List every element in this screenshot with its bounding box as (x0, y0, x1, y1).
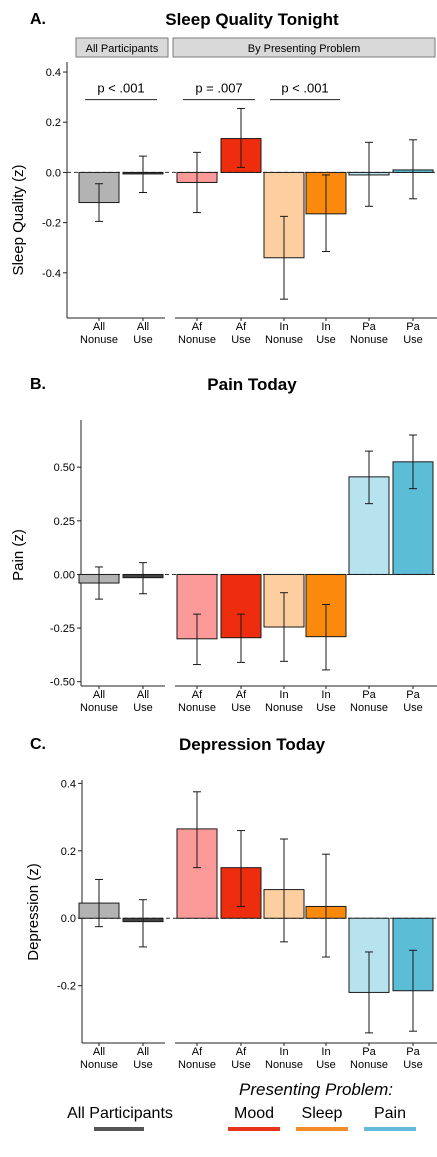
panel-a-x-label-in-nonuse-line1: In (279, 321, 288, 333)
panel-b-x-label-af-nonuse-line2: Nonuse (178, 702, 216, 714)
panel-a-y-tick-label: -0.2 (42, 218, 61, 230)
panel-b-x-label-all-nonuse-line2: Nonuse (80, 702, 118, 714)
legend-mood-swatch (228, 1127, 280, 1131)
panel-b-x-label-in-use-line1: In (321, 689, 330, 701)
panel-b-x-label-in-nonuse-line1: In (279, 689, 288, 701)
legend-mood-label: Mood (234, 1105, 274, 1122)
legend-all-participants-label: All Participants (67, 1105, 173, 1122)
panel-c-y-axis-label: Depression (z) (25, 863, 42, 961)
panel-a-y-tick-label: 0.2 (46, 117, 61, 129)
panel-b-x-label-af-use-line1: Af (236, 689, 247, 701)
panel-b-y-tick-label: 0.25 (54, 516, 75, 528)
panel-c-x-label-in-nonuse-line2: Nonuse (265, 1059, 303, 1071)
panel-a-x-label-all-use-line1: All (137, 321, 149, 333)
legend-sleep-label: Sleep (302, 1105, 343, 1122)
panel-c-x-label-all-nonuse-line1: All (93, 1046, 105, 1058)
panel-c-x-label-pa-nonuse-line1: Pa (362, 1046, 376, 1058)
panel-c-y-tick-label: 0.4 (61, 778, 76, 790)
panel-b-letter: B. (30, 376, 46, 393)
strip-by-presenting-problem (172, 37, 436, 58)
strip-all-participants-label: All Participants (86, 43, 159, 55)
panel-b-y-tick-label: -0.50 (50, 677, 75, 689)
panel-a-x-label-pa-nonuse-line2: Nonuse (350, 334, 388, 346)
panel-b-x-label-pa-use-line2: Use (403, 702, 423, 714)
panel-c-y-tick-label: 0.0 (61, 913, 76, 925)
panel-b-x-label-pa-use-line1: Pa (406, 689, 420, 701)
panel-b-y-tick-label: -0.25 (50, 623, 75, 635)
panel-b-x-label-pa-nonuse-line2: Nonuse (350, 702, 388, 714)
panel-c-x-label-all-use-line2: Use (133, 1059, 153, 1071)
panel-a-significance-label-3: p < .001 (281, 81, 328, 96)
panel-b-y-tick-label: 0.50 (54, 462, 75, 474)
panel-c-x-label-af-use-line1: Af (236, 1046, 247, 1058)
panel-a-significance-label-1: p < .001 (97, 81, 144, 96)
panel-c-x-label-in-use-line2: Use (316, 1059, 336, 1071)
panel-a-x-label-in-use-line2: Use (316, 334, 336, 346)
legend-all-participants-swatch (94, 1127, 144, 1131)
panel-c-y-tick-label: 0.2 (61, 846, 76, 858)
panel-c-title: Depression Today (179, 735, 326, 754)
panel-a-y-tick-label: -0.4 (42, 268, 61, 280)
panel-a-x-label-in-use-line1: In (321, 321, 330, 333)
legend-pain-label: Pain (374, 1105, 406, 1122)
panel-c-x-label-pa-use-line2: Use (403, 1059, 423, 1071)
panel-b-x-label-all-use-line1: All (137, 689, 149, 701)
panel-c-x-label-in-use-line1: In (321, 1046, 330, 1058)
panel-a-x-label-all-nonuse-line2: Nonuse (80, 334, 118, 346)
panel-b-x-label-af-use-line2: Use (231, 702, 251, 714)
panel-b-y-axis-label: Pain (z) (10, 529, 27, 581)
panel-c-x-label-af-use-line2: Use (231, 1059, 251, 1071)
panel-a-x-label-af-nonuse-line2: Nonuse (178, 334, 216, 346)
panel-b-x-label-pa-nonuse-line1: Pa (362, 689, 376, 701)
panel-b-pain: B. Pain Today Pain (z) -0.50 -0.25 0.00 0.2… (10, 375, 437, 714)
panel-c-x-label-af-nonuse-line2: Nonuse (178, 1059, 216, 1071)
panel-b-x-label-in-nonuse-line2: Nonuse (265, 702, 303, 714)
panel-a-y-tick-label: 0.0 (46, 167, 61, 179)
panel-a-sleep-quality: A. Sleep Quality Tonight All Participant… (10, 10, 437, 346)
panel-c-depression: C. Depression Today Depression (z) -0.2 0… (25, 735, 437, 1071)
legend: All Participants Presenting Problem: Moo… (67, 1080, 416, 1131)
panel-b-x-label-in-use-line2: Use (316, 702, 336, 714)
panel-a-letter: A. (30, 11, 46, 28)
panel-c-x-label-all-use-line1: All (137, 1046, 149, 1058)
panel-a-x-label-af-use-line2: Use (231, 334, 251, 346)
panel-a-x-label-all-use-line2: Use (133, 334, 153, 346)
panel-a-y-tick-label: 0.4 (46, 67, 61, 79)
panel-a-title: Sleep Quality Tonight (165, 10, 339, 29)
strip-all-participants (75, 37, 169, 58)
panel-b-x-label-all-use-line2: Use (133, 702, 153, 714)
panel-a-x-label-pa-use-line1: Pa (406, 321, 420, 333)
panel-c-x-label-pa-use-line1: Pa (406, 1046, 420, 1058)
legend-heading: Presenting Problem: (239, 1080, 393, 1099)
panel-b-x-label-all-nonuse-line1: All (93, 689, 105, 701)
panel-c-letter: C. (30, 736, 46, 753)
panel-b-y-tick-label: 0.00 (54, 569, 75, 581)
strip-by-presenting-problem-label: By Presenting Problem (248, 43, 361, 55)
panel-b-title: Pain Today (207, 375, 297, 394)
legend-sleep-swatch (296, 1127, 348, 1131)
panel-b-x-label-af-nonuse-line1: Af (192, 689, 203, 701)
panel-c-x-label-in-nonuse-line1: In (279, 1046, 288, 1058)
panel-a-x-label-all-nonuse-line1: All (93, 321, 105, 333)
panel-a-y-axis-label: Sleep Quality (z) (10, 165, 27, 276)
panel-a-x-label-af-nonuse-line1: Af (192, 321, 203, 333)
panel-c-x-label-all-nonuse-line2: Nonuse (80, 1059, 118, 1071)
panel-a-significance-label-2: p = .007 (195, 81, 242, 96)
panel-a-x-label-af-use-line1: Af (236, 321, 247, 333)
panel-c-y-tick-label: -0.2 (57, 981, 76, 993)
panel-a-x-label-pa-nonuse-line1: Pa (362, 321, 376, 333)
panel-a-x-label-in-nonuse-line2: Nonuse (265, 334, 303, 346)
legend-pain-swatch (364, 1127, 416, 1131)
panel-c-x-label-pa-nonuse-line2: Nonuse (350, 1059, 388, 1071)
panel-a-x-label-pa-use-line2: Use (403, 334, 423, 346)
panel-c-x-label-af-nonuse-line1: Af (192, 1046, 203, 1058)
